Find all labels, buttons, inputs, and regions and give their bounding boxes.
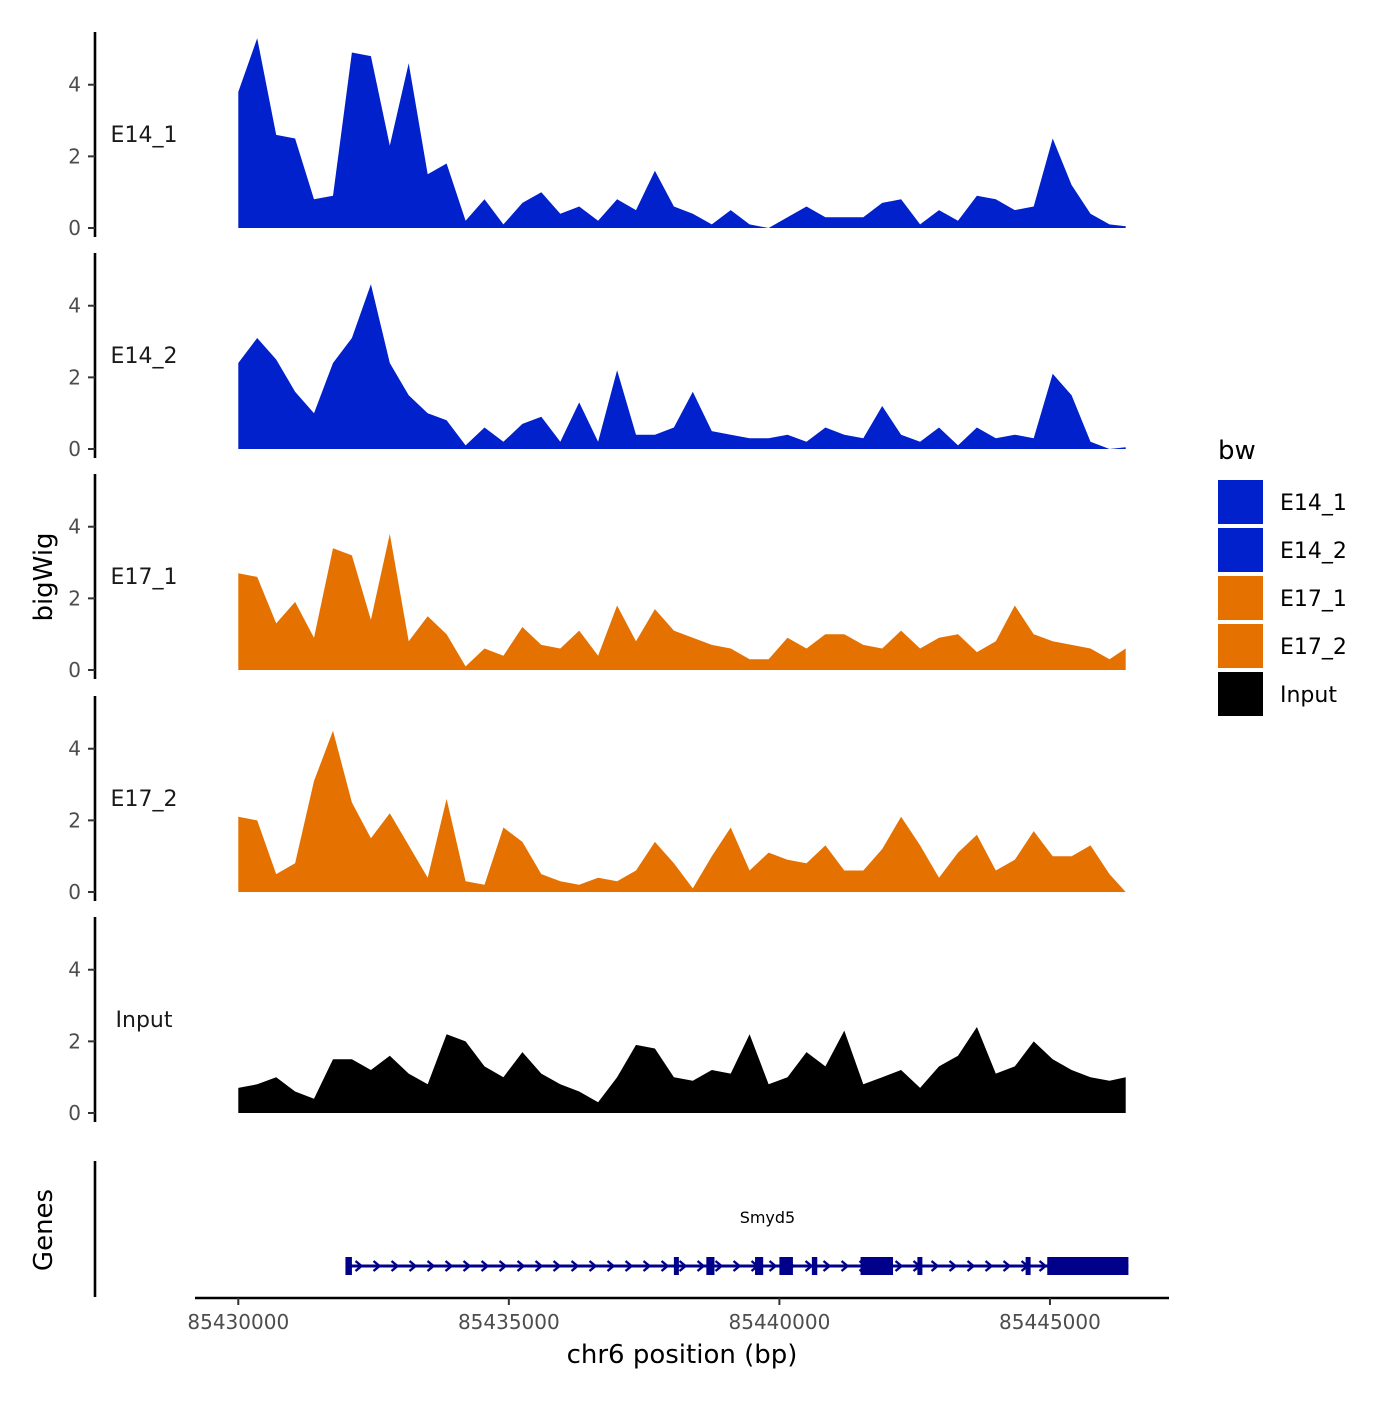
legend-title: bw	[1218, 436, 1256, 466]
strand-arrow	[984, 1260, 994, 1272]
strand-arrow	[714, 1260, 724, 1272]
gene-name-label: Smyd5	[740, 1208, 796, 1227]
strand-arrow	[606, 1260, 616, 1272]
strand-arrow	[966, 1260, 976, 1272]
strand-arrow	[1002, 1260, 1012, 1272]
strand-arrow	[732, 1260, 742, 1272]
signal-area-E14_1	[238, 38, 1126, 229]
legend-label-Input: Input	[1280, 683, 1337, 708]
y-tick-label: 4	[68, 958, 81, 982]
y-tick-label: 2	[68, 365, 81, 389]
strand-arrow	[642, 1260, 652, 1272]
x-tick-label: 85435000	[458, 1310, 560, 1334]
strand-arrow	[426, 1260, 436, 1272]
legend-key-E14_2	[1218, 528, 1263, 572]
legend-key-E17_2	[1218, 624, 1263, 668]
y-tick-label: 2	[68, 1029, 81, 1053]
strand-arrow	[660, 1260, 670, 1272]
y-tick-label: 2	[68, 586, 81, 610]
track-panel-E14_1: 0 2 4 E14_1	[68, 32, 1126, 240]
y-tick-label: 0	[68, 437, 81, 461]
exon-9	[1025, 1257, 1031, 1275]
track-panel-E17_1: 0 2 4 E17_1	[68, 474, 1126, 682]
signal-area-E17_2	[238, 730, 1126, 892]
genes-panel-title: Genes	[29, 1189, 59, 1271]
legend-label-E14_1: E14_1	[1280, 491, 1347, 516]
y-tick-label: 0	[68, 1101, 81, 1125]
strand-arrow	[534, 1260, 544, 1272]
track-label-E14_2: E14_2	[111, 344, 178, 369]
strand-arrow	[390, 1260, 400, 1272]
legend-label-E14_2: E14_2	[1280, 539, 1347, 564]
exon-7	[860, 1257, 894, 1275]
legend-label-E17_2: E17_2	[1280, 635, 1347, 660]
x-tick-label: 85440000	[729, 1310, 831, 1334]
strand-arrow	[462, 1260, 472, 1272]
x-tick-label: 85430000	[187, 1310, 289, 1334]
legend-key-E14_1	[1218, 480, 1263, 524]
y-tick-label: 4	[68, 294, 81, 318]
track-panel-Input: 0 2 4 Input	[68, 917, 1126, 1125]
strand-arrow	[408, 1260, 418, 1272]
strand-arrow	[498, 1260, 508, 1272]
strand-arrow	[372, 1260, 382, 1272]
exon-10	[1047, 1257, 1129, 1275]
strand-arrow	[552, 1260, 562, 1272]
strand-arrow	[948, 1260, 958, 1272]
track-label-E17_2: E17_2	[111, 787, 178, 812]
track-panels: 0 2 4 E14_1 0 2 4 E14_2 0 2 4 E17_1 0 2 4 E17_2 0 2 4 Input	[68, 32, 1126, 1125]
legend-key-E17_1	[1218, 576, 1263, 620]
signal-area-E14_2	[238, 284, 1126, 449]
exon-8	[917, 1257, 923, 1275]
legend: bw E14_1 E14_2 E17_1 E17_2 Input	[1218, 436, 1347, 716]
y-tick-label: 0	[68, 880, 81, 904]
exon-4	[755, 1257, 764, 1275]
strand-arrow	[804, 1260, 814, 1272]
legend-key-Input	[1218, 672, 1263, 716]
strand-arrow	[894, 1260, 904, 1272]
strand-arrow	[1038, 1260, 1048, 1272]
track-panel-E17_2: 0 2 4 E17_2	[68, 696, 1126, 904]
strand-arrow	[480, 1260, 490, 1272]
strand-arrow	[624, 1260, 634, 1272]
strand-arrow	[588, 1260, 598, 1272]
exon-1	[345, 1257, 352, 1275]
strand-arrow	[354, 1260, 364, 1272]
strand-arrow	[930, 1260, 940, 1272]
strand-arrow	[822, 1260, 832, 1272]
exon-5	[779, 1257, 793, 1275]
y-axis-title: bigWig	[29, 532, 59, 621]
y-tick-label: 0	[68, 658, 81, 682]
strand-arrow	[840, 1260, 850, 1272]
strand-arrow	[444, 1260, 454, 1272]
strand-arrow	[696, 1260, 706, 1272]
track-label-E14_1: E14_1	[111, 123, 178, 148]
x-axis: 85430000 85435000 85440000 85445000	[187, 1296, 1169, 1334]
exon-3	[706, 1257, 715, 1275]
exon-6	[811, 1257, 818, 1275]
x-axis-title: chr6 position (bp)	[567, 1340, 798, 1370]
signal-area-Input	[238, 1027, 1126, 1113]
strand-arrow	[768, 1260, 778, 1272]
x-tick-label: 85445000	[999, 1310, 1101, 1334]
y-tick-label: 4	[68, 73, 81, 97]
y-tick-label: 2	[68, 144, 81, 168]
exon-2	[673, 1257, 679, 1275]
y-tick-label: 4	[68, 737, 81, 761]
strand-arrow	[516, 1260, 526, 1272]
strand-arrow	[678, 1260, 688, 1272]
y-tick-label: 0	[68, 216, 81, 240]
track-panel-E14_2: 0 2 4 E14_2	[68, 253, 1126, 461]
strand-arrow	[570, 1260, 580, 1272]
legend-label-E17_1: E17_1	[1280, 587, 1347, 612]
track-label-E17_1: E17_1	[111, 565, 178, 590]
genes-panel: Smyd5	[93, 1161, 1129, 1297]
y-tick-label: 4	[68, 515, 81, 539]
signal-area-E17_1	[238, 533, 1126, 670]
track-label-Input: Input	[116, 1008, 173, 1033]
y-tick-label: 2	[68, 808, 81, 832]
